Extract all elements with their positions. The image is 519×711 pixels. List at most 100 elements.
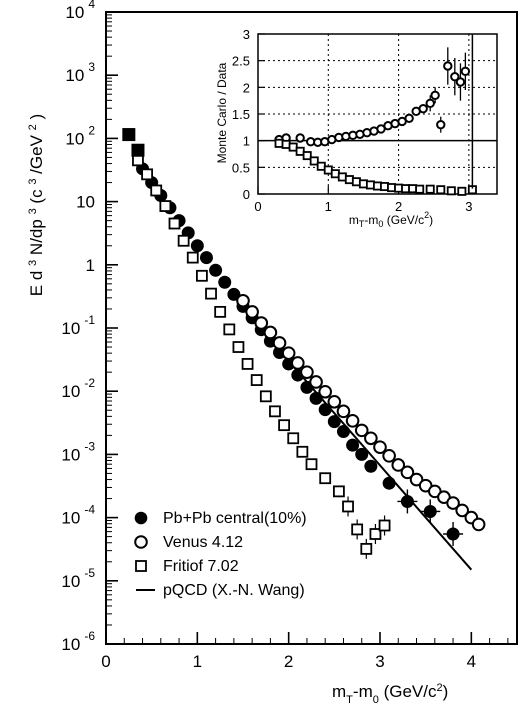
main-y-tick-label: 10 -5 [61,566,95,591]
inset-data-point [446,186,456,196]
inset-data-point [425,98,435,109]
inset-data-point [443,61,453,71]
legend-label: pQCD (X.-N. Wang) [163,582,305,599]
inset-data-point [457,186,467,196]
main-y-tick-label: 10 2 [65,123,95,148]
inset-y-tick-label: 0.5 [232,160,250,175]
inset-data-point [309,156,319,166]
inset-y-tick-label: 3 [243,27,250,42]
inset-data-point [295,133,305,143]
venus-4-12-series [236,293,486,532]
inset-data-point [460,66,471,77]
legend-label: Fritiof 7.02 [163,558,239,575]
inset-data-point [365,180,375,190]
main-data-point [336,404,351,419]
main-data-point [332,485,345,498]
main-data-point [409,472,424,487]
main-y-axis-label: E d 3 N/dp 3 (c 3 /GeV 2 ) [27,114,46,296]
main-y-tick-label: 10 -2 [61,376,95,401]
inset-data-point [337,172,347,182]
inset-data-point [455,77,466,87]
main-data-point [177,234,190,247]
inset-y-tick-label: 1.5 [232,107,250,122]
main-data-point [364,459,378,473]
main-data-point [122,128,136,142]
main-y-tick-label: 10 -3 [61,439,95,464]
inset-data-point [436,185,446,195]
main-data-point [186,251,199,264]
inset-data-point [316,161,326,171]
main-x-tick-label: 0 [101,652,110,671]
main-data-point [319,472,332,485]
main-data-point [345,414,360,428]
main-data-point [218,275,232,289]
main-data-point [369,528,382,540]
inset-plot: 0 1 2 3 0 0.5 1 1.5 2 2.5 3 mT-m0 (GeV/c2) Monte Car… [215,27,498,229]
inset-data-point [372,181,382,191]
main-data-point [227,287,241,301]
inset-data-point [358,179,368,189]
legend-marker [134,535,148,549]
main-data-point [150,184,163,197]
main-y-tick-label: 10 [76,193,95,212]
main-y-tick-label: 1 [86,256,95,275]
inset-x-tick-label: 2 [395,199,402,214]
main-y-axis-label-group: E d 3 N/dp 3 (c 3 /GeV 2 ) [27,114,46,296]
main-data-point [382,449,396,463]
main-data-point [296,445,309,458]
legend-marker [135,560,147,572]
inset-data-point [281,139,291,149]
inset-frame [257,33,498,195]
main-data-point [223,323,236,336]
inset-y-axis-label: Monte Carlo / Data [215,62,229,163]
main-data-point [327,415,341,429]
main-data-point [309,375,323,389]
main-data-point [300,365,314,379]
main-data-point [373,440,387,454]
main-data-point [318,384,333,399]
inset-data-point [387,183,397,193]
inset-data-point [330,169,340,179]
main-y-tick-label: 10 -1 [61,313,95,338]
inset-data-point [302,151,312,161]
main-data-point [269,405,281,418]
inset-data-point [450,71,460,82]
main-x-axis-label: mT-m0 (GeV/c2) [332,682,448,706]
inset-x-axis-label: mT-m0 (GeV/c2) [349,210,433,229]
main-data-point [309,391,323,405]
main-data-point [291,356,305,370]
main-data-point [141,168,154,181]
main-data-point [168,217,181,230]
inset-data-point [401,184,411,194]
main-x-tick-label: 2 [284,652,293,671]
main-data-point [245,305,259,319]
inset-data-point [394,183,404,193]
inset-y-tick-label: 2.5 [232,54,250,69]
main-data-point [382,476,396,490]
inset-y-tick-label: 2 [243,80,250,95]
main-data-point [132,154,144,167]
main-data-point [254,316,269,330]
inset-y-tick-label: 0 [243,187,250,202]
inset-data-point [380,182,390,192]
main-data-point [287,432,300,445]
main-data-point [209,263,223,277]
main-data [122,128,486,571]
fritiof-7-02-data-inset-series [274,138,477,196]
main-data-point [318,403,332,417]
main-data-point [327,394,342,409]
inset-data-point [415,184,425,194]
inset-data-point [425,184,435,194]
main-data-point [455,503,470,518]
main-data-point [378,519,391,532]
main-data-point [250,374,263,386]
main-data-point [199,251,213,265]
main-data-point [351,523,364,536]
main-data-point [205,287,217,300]
main-data-point [241,358,254,370]
main-y-tick-label: 10 -6 [61,629,95,654]
legend-item: Pb+Pb central(10%) [134,510,307,527]
